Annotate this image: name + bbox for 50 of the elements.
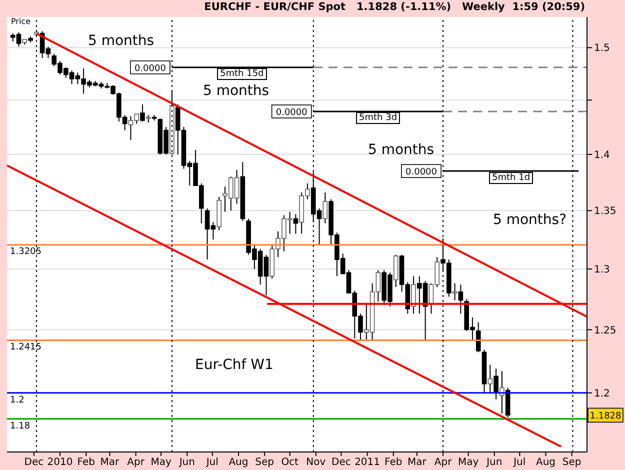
- y-tick-label: 1.3: [594, 264, 610, 276]
- annotation: Eur-Chf W1: [195, 357, 274, 373]
- annotation: 5mth 1d: [489, 172, 534, 184]
- y-tick-label: 1.35: [594, 206, 616, 218]
- x-tick-label: Sep: [562, 457, 582, 468]
- y-tick-label: 1.25: [594, 325, 616, 336]
- annotation: 0.0000: [406, 168, 438, 178]
- annotation: 0.0000: [134, 64, 166, 74]
- x-tick-label: Dec: [332, 457, 351, 468]
- candlestick: [494, 368, 498, 400]
- x-tick-label: May: [458, 457, 479, 468]
- x-tick-label: Sep: [255, 457, 274, 468]
- ref-line-label: 1.2: [10, 395, 24, 406]
- x-tick-label: Feb: [77, 457, 95, 468]
- x-tick-label: Aug: [228, 457, 248, 468]
- annotation: 5mth 3d: [356, 112, 400, 124]
- annotation: 1.1828: [590, 412, 622, 422]
- x-tick-label: Dec: [24, 457, 44, 468]
- annotation: 5mth 15d: [217, 68, 267, 80]
- x-tick-label: Oct: [281, 457, 299, 468]
- x-tick-label: Mar: [408, 457, 428, 468]
- candlestick: [458, 284, 464, 314]
- x-tick-label: Jul: [512, 457, 526, 468]
- y-tick-label: 1.5: [594, 43, 610, 54]
- x-tick-label: Feb: [384, 457, 402, 468]
- chart-title: EURCHF - EUR/CHF Spot 1.1828 (-1.11%) Weekly 1:59 (20:59): [203, 1, 586, 13]
- annotation: 5 months?: [493, 212, 567, 228]
- x-tick-label: Jun: [486, 457, 502, 468]
- ref-line-label: 1.2415: [10, 342, 42, 353]
- y-axis-title: Price: [11, 17, 31, 26]
- x-tick-label: 2010: [47, 457, 73, 468]
- x-tick-label: Jul: [205, 457, 218, 468]
- candlestick: [476, 322, 481, 353]
- annotation: 5 months: [203, 83, 270, 99]
- x-tick-label: May: [150, 457, 172, 468]
- x-tick-label: Apr: [434, 457, 453, 468]
- x-tick-label: Jun: [178, 457, 195, 468]
- x-tick-label: Nov: [306, 457, 326, 468]
- x-tick-label: 2011: [354, 457, 380, 468]
- candlestick: [140, 104, 145, 122]
- annotation: 5 months: [368, 142, 434, 158]
- x-tick-label: Apr: [127, 457, 146, 468]
- y-tick-label: 1.2: [594, 388, 610, 400]
- ref-line-label: 1.18: [10, 421, 30, 432]
- x-tick-label: Aug: [536, 457, 556, 468]
- annotation: 0.0000: [276, 108, 308, 118]
- x-tick-label: Mar: [100, 457, 120, 468]
- ref-line-label: 1.3205: [10, 247, 42, 258]
- y-tick-label: 1.4: [594, 150, 610, 161]
- annotation: 5 months: [88, 33, 154, 49]
